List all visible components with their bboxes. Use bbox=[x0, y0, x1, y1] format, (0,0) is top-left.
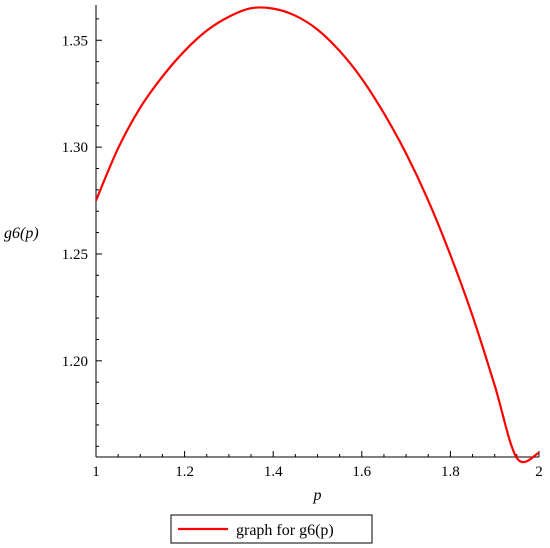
axes bbox=[95, 5, 539, 458]
x-tick-label: 1.4 bbox=[264, 464, 283, 480]
ticks: 1 1.2 1.4 1.6 1.8 2 1.20 1.25 1.30 1.35 bbox=[62, 18, 543, 480]
legend: graph for g6(p) bbox=[170, 514, 373, 544]
y-tick-label: 1.20 bbox=[62, 354, 88, 370]
x-tick-label: 1.6 bbox=[352, 464, 371, 480]
legend-label: graph for g6(p) bbox=[236, 522, 334, 539]
x-tick-label: 1 bbox=[92, 464, 100, 480]
y-tick-label: 1.30 bbox=[62, 140, 88, 156]
x-tick-label: 2 bbox=[535, 464, 543, 480]
x-tick-label: 1.2 bbox=[175, 464, 194, 480]
series-layer bbox=[94, 6, 540, 464]
y-axis-label: g6(p) bbox=[4, 225, 39, 242]
y-tick-label: 1.25 bbox=[62, 247, 88, 263]
x-tick-label: 1.8 bbox=[441, 464, 460, 480]
series-line-0 bbox=[94, 6, 540, 464]
x-axis-label: p bbox=[313, 487, 322, 504]
y-tick-label: 1.35 bbox=[62, 33, 88, 49]
